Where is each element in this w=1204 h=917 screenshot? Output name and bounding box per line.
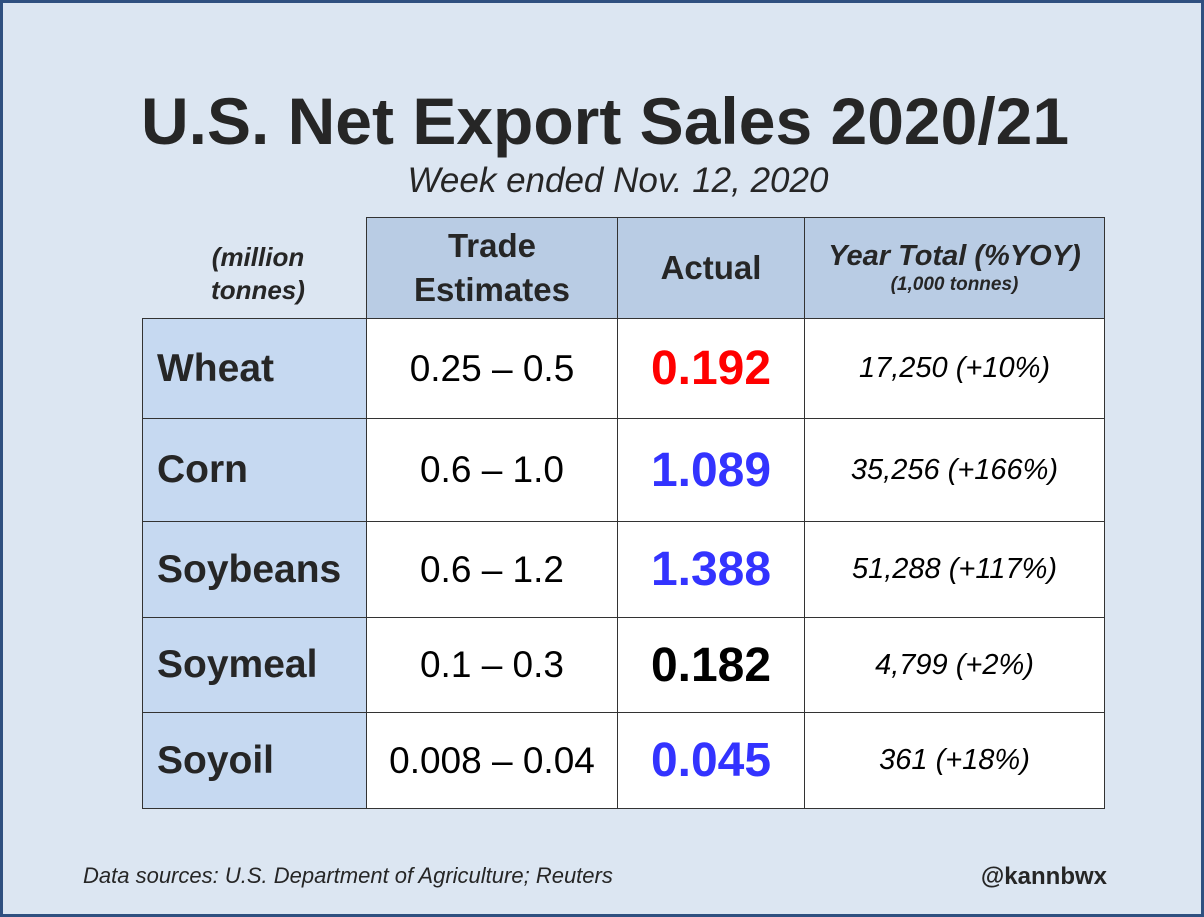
actual-value-cell: 1.089 — [617, 418, 805, 522]
year-total-cell: 17,250 (+10%) — [804, 318, 1105, 419]
header-year-total-units: (1,000 tonnes) — [890, 274, 1019, 295]
trade-estimate-cell: 0.6 – 1.2 — [366, 521, 618, 618]
year-total-cell: 35,256 (+166%) — [804, 418, 1105, 522]
chart-title: U.S. Net Export Sales 2020/21 — [140, 84, 1070, 158]
author-handle: @kannbwx — [980, 863, 1107, 890]
trade-estimate-cell: 0.25 – 0.5 — [366, 318, 618, 419]
commodity-cell: Soybeans — [142, 521, 367, 618]
actual-value-cell: 1.388 — [617, 521, 805, 618]
commodity-cell: Soyoil — [142, 712, 367, 809]
actual-value-cell: 0.045 — [617, 712, 805, 809]
header-year-total-label: Year Total (%YOY) — [828, 240, 1081, 272]
chart-subtitle: Week ended Nov. 12, 2020 — [407, 161, 829, 200]
commodity-cell: Corn — [142, 418, 367, 522]
header-trade-estimates: Trade Estimates — [366, 217, 618, 319]
commodity-cell: Soymeal — [142, 617, 367, 713]
commodity-cell: Wheat — [142, 318, 367, 419]
header-year-total: Year Total (%YOY) (1,000 tonnes) — [804, 217, 1105, 319]
header-actual: Actual — [617, 217, 805, 319]
year-total-cell: 361 (+18%) — [804, 712, 1105, 809]
data-source: Data sources: U.S. Department of Agricul… — [83, 863, 613, 888]
year-total-cell: 51,288 (+117%) — [804, 521, 1105, 618]
trade-estimate-cell: 0.1 – 0.3 — [366, 617, 618, 713]
trade-estimate-cell: 0.008 – 0.04 — [366, 712, 618, 809]
trade-estimate-cell: 0.6 – 1.0 — [366, 418, 618, 522]
units-label: (million tonnes) — [211, 242, 305, 305]
actual-value-cell: 0.182 — [617, 617, 805, 713]
year-total-cell: 4,799 (+2%) — [804, 617, 1105, 713]
actual-value-cell: 0.192 — [617, 318, 805, 419]
